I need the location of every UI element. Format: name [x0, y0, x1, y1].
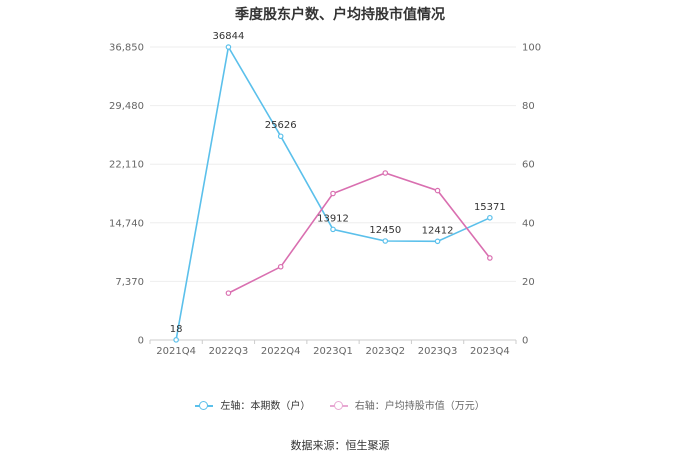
data-point-right	[487, 255, 493, 261]
y-left-tick-label: 0	[138, 336, 144, 347]
x-tick-label: 2021Q4	[156, 346, 196, 357]
data-point-left	[382, 238, 389, 244]
x-tick-label: 2023Q1	[313, 346, 353, 357]
legend-marker-right	[329, 401, 348, 411]
y-right-tick-label: 0	[522, 336, 528, 347]
data-point-right	[330, 190, 336, 197]
y-right-tick-label: 80	[522, 101, 535, 112]
series-layer	[173, 44, 493, 343]
data-point-right	[382, 170, 389, 176]
legend-item-left-series[interactable]: 左轴：本期数（户）	[195, 397, 310, 412]
data-point-left	[225, 44, 232, 50]
x-tick-label: 2022Q3	[209, 346, 249, 357]
data-source: 数据来源：恒生聚源	[290, 439, 390, 452]
data-point-left	[330, 226, 336, 233]
data-point-right	[434, 187, 441, 194]
data-label: 25626	[265, 120, 297, 131]
data-point-right	[277, 263, 284, 270]
data-label: 18	[170, 324, 183, 335]
legend-marker-left	[195, 401, 214, 411]
y-left-tick-label: 36,850	[109, 43, 144, 54]
legend-label-left: 左轴：本期数（户）	[220, 401, 311, 412]
y-left-tick-label: 22,110	[109, 160, 144, 171]
y-right-tick-label: 60	[522, 160, 535, 171]
x-tick-label: 2023Q2	[365, 346, 405, 357]
data-point-left	[173, 337, 179, 343]
y-left-tick-label: 29,480	[109, 101, 144, 112]
x-tick-label: 2022Q4	[261, 346, 301, 357]
series-line-right	[228, 172, 491, 294]
y-right-tick-label: 20	[522, 277, 535, 288]
label-layer: 18 36844 25626 13912 12450 12412 15371	[170, 31, 506, 335]
data-point-left	[434, 238, 441, 245]
data-label: 12450	[369, 225, 401, 236]
x-tick-label: 2023Q3	[418, 346, 458, 357]
data-label: 13912	[317, 213, 349, 224]
grid-layer	[150, 46, 516, 341]
legend: 左轴：本期数（户） 右轴：户均持股市值（万元）	[0, 397, 680, 412]
data-point-right	[225, 290, 232, 296]
data-point-left	[277, 133, 284, 140]
data-label: 15371	[474, 202, 506, 213]
data-label: 36844	[213, 31, 245, 42]
chart-title: 季度股东户数、户均持股市值情况	[235, 7, 445, 23]
y-left-tick-label: 7,370	[115, 277, 144, 288]
legend-label-right: 右轴：户均持股市值（万元）	[354, 401, 485, 412]
legend-item-right-series[interactable]: 右轴：户均持股市值（万元）	[329, 397, 485, 412]
axis-layer: 0 0 7,370 20 14,740 40 22,110 60 29,480 80 36,850 1…	[109, 43, 541, 358]
data-point-left	[487, 214, 493, 221]
y-right-tick-label: 100	[522, 43, 541, 54]
data-label: 12412	[422, 225, 454, 236]
x-tick-label: 2023Q4	[470, 346, 510, 357]
y-left-tick-label: 14,740	[109, 218, 144, 229]
y-right-tick-label: 40	[522, 218, 535, 229]
